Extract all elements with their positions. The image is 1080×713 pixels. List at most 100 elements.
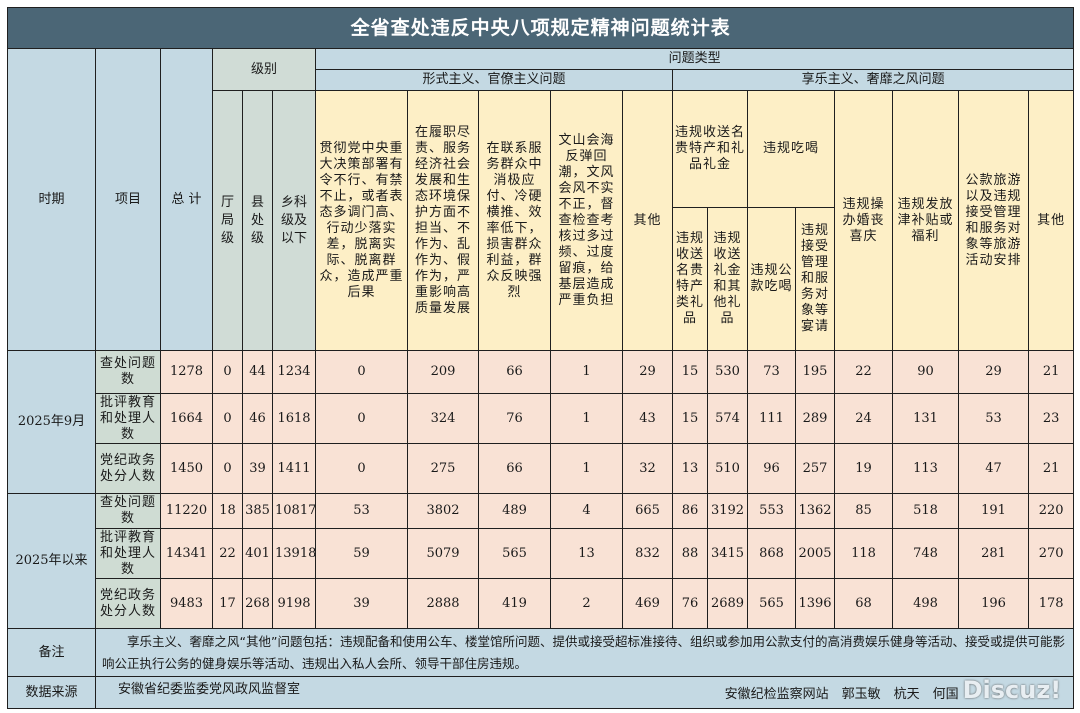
value-cell: 530 (707, 350, 748, 394)
value-cell: 832 (622, 528, 673, 579)
header-formalism-group: 形式主义、官僚主义问题 (315, 69, 673, 91)
table-row: 批评教育和处理人数 14341 22 401 13918 59 5079 565 13 832 88… (8, 528, 1075, 579)
table-row: 党纪政务处分人数 9483 17 268 9198 39 2888 419 2 469 76 2689… (8, 578, 1075, 629)
value-cell: 59 (315, 528, 408, 579)
value-cell: 553 (747, 493, 796, 529)
note-label: 备注 (7, 628, 96, 677)
source-right: 安徽纪检监察网站 郭玉敏 杭天 何国 (724, 687, 959, 702)
value-cell: 13918 (272, 528, 316, 579)
value-cell: 2005 (795, 528, 835, 579)
value-cell: 1 (550, 393, 623, 444)
value-cell: 9198 (272, 578, 316, 629)
value-cell: 0 (212, 350, 243, 394)
value-cell: 46 (242, 393, 273, 444)
value-cell: 281 (958, 528, 1029, 579)
value-cell: 15 (672, 393, 708, 444)
value-cell: 1234 (272, 350, 316, 394)
header-gifts-group: 违规收送名贵特产和礼品礼金 (672, 90, 748, 208)
value-cell: 68 (834, 578, 893, 629)
table-row: 批评教育和处理人数 1664 0 46 1618 0 324 76 1 43 15 574 111 289… (8, 393, 1075, 444)
value-cell: 4 (550, 493, 623, 529)
value-cell: 44 (242, 350, 273, 394)
value-cell: 3802 (407, 493, 479, 529)
value-cell: 2 (550, 578, 623, 629)
value-cell: 1 (550, 443, 623, 494)
source-label: 数据来源 (7, 676, 96, 709)
header-formalism-3: 在联系服务群众中消极应付、冷硬横推、效率低下，损害群众利益，群众反映强烈 (478, 90, 551, 351)
value-cell: 489 (478, 493, 551, 529)
value-cell: 1396 (795, 578, 835, 629)
header-weddings-funerals: 违规操办婚丧喜庆 (834, 90, 893, 351)
value-cell: 118 (834, 528, 893, 579)
value-cell: 565 (478, 528, 551, 579)
value-cell: 13 (550, 528, 623, 579)
value-cell: 0 (315, 350, 408, 394)
value-cell: 9483 (160, 578, 213, 629)
value-cell: 324 (407, 393, 479, 444)
header-allowances: 违规发放津补贴或福利 (892, 90, 959, 351)
value-cell: 0 (315, 393, 408, 444)
value-cell: 111 (747, 393, 796, 444)
table-row: 党纪政务处分人数 1450 0 39 1411 0 275 66 1 32 13 510 96 257 19… (8, 443, 1075, 494)
value-cell: 1411 (272, 443, 316, 494)
note-text: 享乐主义、奢靡之风“其他”问题包括：违规配备和使用公车、楼堂馆所问题、提供或接受… (94, 628, 1075, 677)
value-cell: 510 (707, 443, 748, 494)
value-cell: 268 (242, 578, 273, 629)
value-cell: 574 (707, 393, 748, 444)
header-problem-type: 问题类型 (314, 48, 1075, 70)
value-cell: 76 (478, 393, 551, 444)
value-cell: 73 (747, 350, 796, 394)
value-cell: 47 (958, 443, 1029, 494)
value-cell: 0 (212, 393, 243, 444)
value-cell: 401 (242, 528, 273, 579)
value-cell: 1278 (160, 350, 213, 394)
value-cell: 39 (315, 578, 408, 629)
item-cell: 党纪政务处分人数 (95, 578, 161, 629)
value-cell: 22 (834, 350, 893, 394)
header-hedonism-other: 其他 (1027, 90, 1075, 351)
value-cell: 22 (212, 528, 243, 579)
value-cell: 53 (315, 493, 408, 529)
value-cell: 275 (407, 443, 479, 494)
value-cell: 32 (622, 443, 673, 494)
value-cell: 66 (478, 443, 551, 494)
value-cell: 19 (834, 443, 893, 494)
item-cell: 查处问题数 (95, 493, 161, 529)
item-cell: 查处问题数 (95, 350, 161, 394)
value-cell: 178 (1027, 578, 1075, 629)
table-row: 2025年以来 查处问题数 11220 18 385 10817 53 3802 489 4 665… (7, 493, 1075, 629)
header-level-bureau: 厅局级 (212, 90, 243, 351)
value-cell: 2888 (407, 578, 479, 629)
header-gifts-money: 违规收送礼金和其他礼品 (707, 207, 748, 351)
value-cell: 289 (795, 393, 835, 444)
value-cell: 17 (212, 578, 243, 629)
value-cell: 2689 (707, 578, 748, 629)
value-cell: 191 (958, 493, 1029, 529)
value-cell: 66 (478, 350, 551, 394)
header-formalism-2: 在履职尽责、服务经济社会发展和生态环境保护方面不担当、不作为、乱作为、假作为，严… (407, 90, 479, 351)
source-cell: 安徽省纪委监委党风政风监督室 安徽纪检监察网站 郭玉敏 杭天 何国 Discuz! (94, 676, 1075, 709)
header-item: 项目 (95, 48, 161, 351)
header-formalism-4: 文山会海反弹回潮，文风会风不实不正，督查检查考核过多过频、过度留痕，给基层造成严… (550, 90, 623, 351)
value-cell: 86 (672, 493, 708, 529)
value-cell: 748 (892, 528, 959, 579)
table-title: 全省查处违反中央八项规定精神问题统计表 (6, 7, 1075, 49)
header-gifts-specialties: 违规收送名贵特产类礼品 (672, 207, 708, 351)
value-cell: 498 (892, 578, 959, 629)
value-cell: 0 (315, 443, 408, 494)
value-cell: 665 (622, 493, 673, 529)
value-cell: 96 (747, 443, 796, 494)
value-cell: 23 (1027, 393, 1075, 444)
watermark-logo: Discuz! (962, 676, 1062, 704)
header-formalism-other: 其他 (622, 90, 673, 351)
period-cell: 2025年9月 (7, 350, 96, 494)
value-cell: 21 (1027, 443, 1075, 494)
value-cell: 11220 (160, 493, 213, 529)
value-cell: 43 (622, 393, 673, 444)
value-cell: 220 (1027, 493, 1075, 529)
header-level: 级别 (212, 48, 316, 91)
value-cell: 90 (892, 350, 959, 394)
value-cell: 195 (795, 350, 835, 394)
value-cell: 0 (212, 443, 243, 494)
value-cell: 39 (242, 443, 273, 494)
